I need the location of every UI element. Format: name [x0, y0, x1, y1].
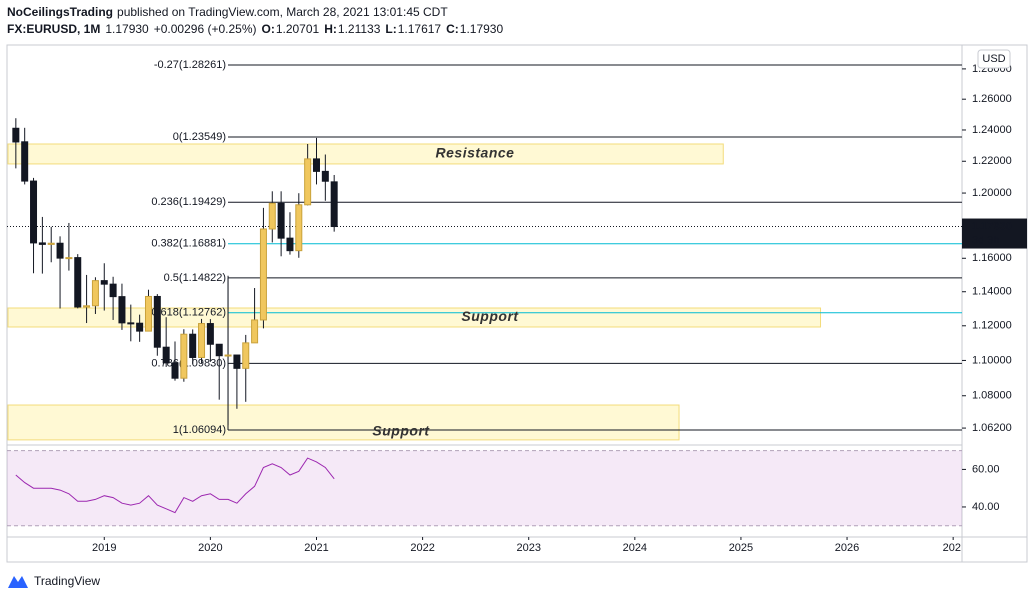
candle-body [127, 322, 135, 325]
candle-body [144, 295, 152, 332]
x-tick-label: 2020 [198, 542, 222, 554]
ohlc-key: L: [385, 22, 396, 36]
rsi-tick-label: 60.00 [972, 463, 1000, 475]
candle-body [171, 362, 179, 379]
price-pane: -0.27(1.28261) 0(1.23549) 0.236(1.19429) 0.… [7, 59, 962, 527]
fib-label: 0.382(1.16881) [151, 238, 226, 250]
zone-label: Resistance [436, 145, 515, 161]
candle-body [259, 228, 267, 321]
x-tick-label: 2026 [835, 542, 859, 554]
candle-body [251, 319, 259, 344]
header-item: FX:EURUSD, 1M [7, 22, 100, 36]
rsi-line [15, 457, 335, 514]
candle-body [162, 346, 170, 364]
candle-body [153, 295, 161, 348]
candle-body [47, 242, 55, 245]
ohlc-key: O: [261, 22, 274, 36]
header-item: +0.00296 (+0.25%) [154, 22, 257, 36]
candle-body [74, 257, 82, 308]
rsi-tick-label: 40.00 [972, 501, 1000, 513]
last-price-box [962, 218, 1027, 249]
header-item: 1.17930 [460, 22, 504, 36]
ohlc-key: H: [324, 22, 337, 36]
candle-body [312, 158, 320, 172]
header-item: 1.21133 [338, 22, 381, 36]
brand: TradingView [34, 574, 100, 588]
header-item: 1.17930 [105, 22, 149, 36]
candle-body [180, 333, 188, 379]
x-tick-label: 2019 [92, 542, 116, 554]
fib-label: -0.27(1.28261) [154, 59, 226, 71]
candle-body [286, 237, 294, 252]
fib-label: 1(1.06094) [173, 424, 226, 436]
header-item: 1.17617 [398, 22, 442, 36]
y-tick-label: 1.06200 [972, 422, 1012, 434]
fib-label: 0.786(1.09830) [151, 357, 226, 369]
candle-body [30, 180, 38, 244]
y-tick-label: 1.14000 [972, 286, 1012, 298]
fib-label: 0.5(1.14822) [164, 272, 226, 284]
candle-body [268, 202, 276, 230]
fib-label: 0.618(1.12762) [151, 307, 226, 319]
y-tick-label: 1.12000 [972, 320, 1012, 332]
candle-body [83, 305, 91, 308]
candle-body [277, 202, 285, 239]
candle-body [206, 323, 214, 345]
candle-body [224, 354, 232, 357]
x-tick-label: 202 [943, 542, 961, 554]
fib-label: 0.236(1.19429) [151, 196, 226, 208]
currency: USD [982, 53, 1005, 65]
zone [7, 143, 724, 165]
countdown: 3d 3h [972, 234, 1000, 246]
last-price-label: 1.17930 [972, 220, 1012, 232]
y-tick-label: 1.16000 [972, 252, 1012, 264]
x-tick-label: 2024 [623, 542, 647, 554]
x-tick-label: 2023 [516, 542, 540, 554]
candle-body [109, 283, 117, 298]
price-scale: 1.280001.260001.240001.220001.200001.160… [92, 63, 1027, 554]
candle-body [215, 343, 223, 357]
candle-body [233, 354, 241, 369]
candle-body [65, 257, 73, 260]
y-tick-label: 1.20000 [972, 187, 1012, 199]
y-tick-label: 1.24000 [972, 124, 1012, 136]
y-tick-label: 1.22000 [972, 155, 1012, 167]
candle-body [100, 280, 108, 285]
candle-body [91, 280, 99, 307]
ohlc-key: C: [446, 22, 459, 36]
candle-body [12, 127, 20, 143]
candle-body [321, 170, 329, 182]
y-tick-label: 1.26000 [972, 93, 1012, 105]
candle-body [295, 204, 303, 252]
x-tick-label: 2022 [410, 542, 434, 554]
candle-body [242, 342, 250, 369]
candle-body [304, 158, 312, 206]
published: published on TradingView.com, March 28, … [117, 5, 448, 19]
currency-box [977, 49, 1011, 69]
candle-body [330, 181, 338, 228]
candle-body [136, 322, 144, 332]
x-tick-label: 2025 [729, 542, 753, 554]
symbol-line: FX:EURUSD, 1M 1.17930 +0.00296 (+0.25%) O: 1… [7, 22, 503, 36]
fib-label: 0(1.23549) [173, 131, 226, 143]
y-tick-label: 1.10000 [972, 354, 1012, 366]
rsi-band [7, 450, 962, 526]
frame [6, 44, 1028, 563]
candle-body [118, 296, 126, 324]
footer-logo [8, 576, 28, 588]
zone-label: Support [372, 423, 430, 439]
x-tick-label: 2021 [304, 542, 328, 554]
y-tick-label: 1.08000 [972, 390, 1012, 402]
candle-body [38, 242, 46, 245]
zone-label: Support [461, 308, 519, 324]
author: NoCeilingsTrading [7, 5, 113, 19]
header-item: 1.20701 [276, 22, 320, 36]
candle-body [56, 242, 64, 259]
zone [7, 404, 680, 441]
candle-body [198, 323, 206, 358]
candle-body [189, 333, 197, 358]
candle-body [21, 141, 29, 182]
